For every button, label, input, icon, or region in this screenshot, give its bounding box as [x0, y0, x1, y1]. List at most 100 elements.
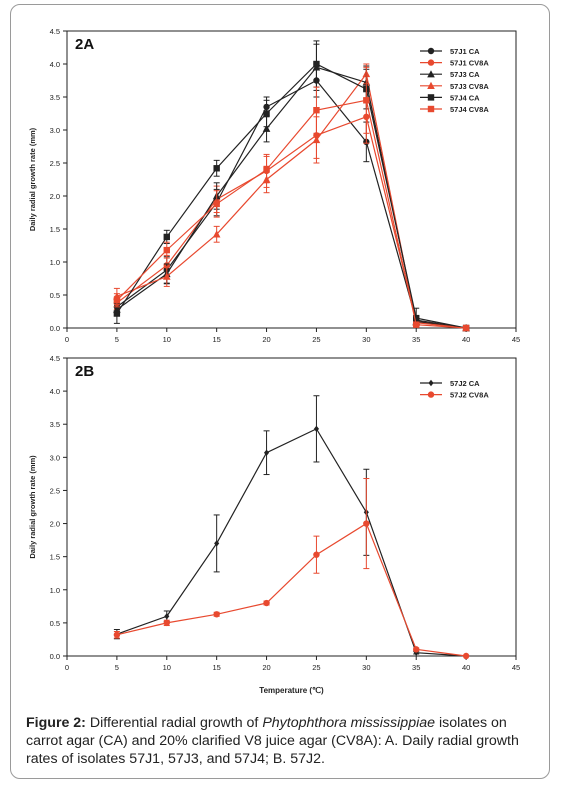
caption-species: Phytophthora mississippiae [262, 715, 436, 731]
y-tick-label: 2.5 [50, 159, 60, 168]
data-point [213, 611, 220, 618]
data-point [313, 107, 320, 114]
caption-text-2: isolates on carrot agar (CA) and 20% cla… [26, 715, 519, 767]
y-tick-label: 2.0 [50, 520, 60, 529]
x-tick-label: 20 [262, 663, 270, 672]
data-point [413, 646, 420, 653]
data-point [163, 619, 170, 627]
x-tick-label: 25 [312, 335, 320, 344]
legend-label: 57J1 CV8A [450, 59, 489, 68]
legend-entry: 57J1 CA [420, 47, 480, 56]
series-line [116, 99, 467, 329]
x-tick-label: 10 [163, 335, 171, 344]
data-point [163, 233, 170, 241]
legend-entry: 57J2 CA [420, 379, 480, 388]
x-tick-label: 30 [362, 335, 370, 344]
legend-entry: 57J3 CA [420, 70, 480, 79]
data-point [313, 60, 320, 68]
data-point [363, 520, 370, 527]
y-tick-label: 4.5 [50, 27, 60, 36]
data-point [313, 551, 320, 558]
y-tick-label: 0.0 [50, 652, 60, 661]
data-point [164, 613, 170, 620]
data-point [413, 321, 420, 328]
x-tick-label: 35 [412, 335, 420, 344]
data-point [162, 272, 171, 280]
plot-area [66, 357, 517, 657]
x-tick-label: 30 [362, 663, 370, 672]
legend-label: 57J3 CA [450, 70, 480, 79]
legend-label: 57J2 CA [450, 379, 480, 388]
y-tick-label: 2.5 [50, 486, 60, 495]
x-tick-label: 15 [212, 335, 220, 344]
data-point [213, 200, 220, 208]
x-tick-label: 40 [462, 663, 470, 672]
series-57j3-cv8a [113, 63, 470, 332]
series-line [116, 79, 467, 329]
legend-entry: 57J2 CV8A [420, 391, 489, 400]
x-tick-label: 0 [65, 663, 69, 672]
x-tick-label: 0 [65, 335, 69, 344]
x-tick-label: 40 [462, 335, 470, 344]
legend-marker [427, 81, 435, 89]
series-line [116, 116, 467, 329]
x-tick-label: 5 [115, 663, 119, 672]
chart-panel-b: 0.0 0.5 1.0 1.5 2.0 2.5 3.0 3.5 4.0 4.5 0 5 10 15 20 25… [28, 354, 520, 695]
legend-marker [428, 379, 434, 387]
legend-label: 57J1 CA [450, 47, 480, 56]
y-tick-label: 2.0 [50, 192, 60, 201]
y-axis-label: Daily radial growth rate (mm) [28, 455, 37, 559]
data-point [113, 631, 121, 639]
plot-area [66, 30, 517, 329]
x-tick-label: 15 [212, 663, 220, 672]
y-tick-label: 3.5 [50, 93, 60, 102]
legend-marker [427, 59, 435, 66]
series-line [116, 72, 467, 329]
data-point [214, 540, 220, 547]
data-point [212, 230, 221, 238]
legend-entry: 57J3 CV8A [420, 81, 489, 91]
series-57j3-ca [113, 43, 470, 332]
series-57j2-cv8a [113, 478, 470, 660]
chart-panel-a: 0.0 0.5 1.0 1.5 2.0 2.5 3.0 3.5 4.0 4.5 0 5 10 15 20 25… [28, 27, 520, 344]
series-line [116, 522, 467, 657]
data-point [263, 599, 270, 607]
x-axis-label: Temperature (℃) [259, 686, 324, 695]
panel-label: 2B [75, 363, 94, 380]
caption-label: Figure 2: [26, 715, 86, 731]
series-57j1-ca [113, 63, 470, 332]
legend-entry: 57J4 CV8A [420, 105, 489, 114]
y-tick-label: 1.5 [50, 553, 60, 562]
legend-marker [427, 94, 435, 101]
y-tick-label: 3.0 [50, 126, 60, 135]
y-tick-label: 4.0 [50, 387, 60, 396]
figure-caption: Figure 2: Differential radial growth of … [26, 714, 541, 768]
y-tick-label: 3.0 [50, 453, 60, 462]
y-tick-label: 4.0 [50, 60, 60, 69]
series-line [116, 66, 467, 329]
legend-label: 57J4 CA [450, 93, 480, 102]
y-tick-label: 0.5 [50, 291, 60, 300]
data-point [363, 97, 370, 104]
x-tick-label: 10 [163, 663, 171, 672]
x-tick-label: 25 [312, 663, 320, 672]
data-point [313, 425, 320, 433]
data-point [263, 110, 270, 117]
series-57j1-cv8a [113, 89, 470, 332]
figure-frame [10, 4, 550, 779]
y-tick-label: 1.0 [50, 258, 60, 267]
x-tick-label: 45 [512, 335, 520, 344]
legend-marker [427, 105, 435, 113]
data-point [163, 246, 170, 254]
data-point [113, 310, 121, 317]
data-point [113, 297, 121, 304]
data-point [263, 166, 270, 173]
series-57j2-ca [113, 395, 469, 660]
data-point [462, 324, 470, 332]
legend-entry: 57J1 CV8A [420, 59, 489, 68]
x-tick-label: 20 [262, 335, 270, 344]
x-tick-label: 45 [512, 663, 520, 672]
data-point [213, 165, 220, 172]
series-57j4-cv8a [113, 66, 470, 332]
